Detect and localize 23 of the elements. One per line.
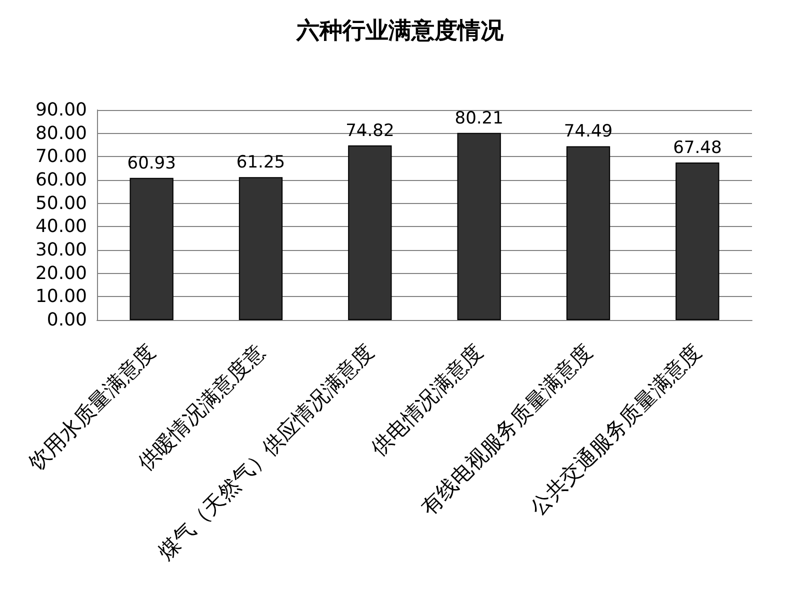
chart-title: 六种行业满意度情况 bbox=[296, 17, 504, 44]
y-tick-label: 60.00 bbox=[35, 170, 87, 190]
y-tick-label: 70.00 bbox=[35, 146, 87, 168]
y-tick-label: 50.00 bbox=[35, 192, 87, 214]
y-tick-label: 0.00 bbox=[46, 310, 87, 330]
y-tick-label: 80.00 bbox=[35, 122, 87, 144]
bar bbox=[238, 177, 283, 320]
y-tick-label: 10.00 bbox=[35, 286, 87, 308]
bar bbox=[348, 145, 392, 320]
bar bbox=[566, 146, 610, 320]
bar bbox=[676, 162, 720, 320]
data-label: 74.82 bbox=[346, 120, 394, 141]
y-tick-label: 90.00 bbox=[35, 100, 87, 120]
y-tick-label: 20.00 bbox=[35, 262, 87, 284]
y-tick-label: 30.00 bbox=[35, 240, 87, 260]
data-label: 74.49 bbox=[564, 122, 613, 142]
data-label: 80.21 bbox=[454, 108, 504, 128]
data-label: 60.93 bbox=[127, 153, 176, 174]
bar bbox=[130, 178, 174, 320]
data-label: 67.48 bbox=[673, 138, 722, 158]
data-label: 61.25 bbox=[236, 152, 286, 173]
y-tick-label: 40.00 bbox=[35, 216, 87, 238]
bar bbox=[457, 132, 501, 320]
